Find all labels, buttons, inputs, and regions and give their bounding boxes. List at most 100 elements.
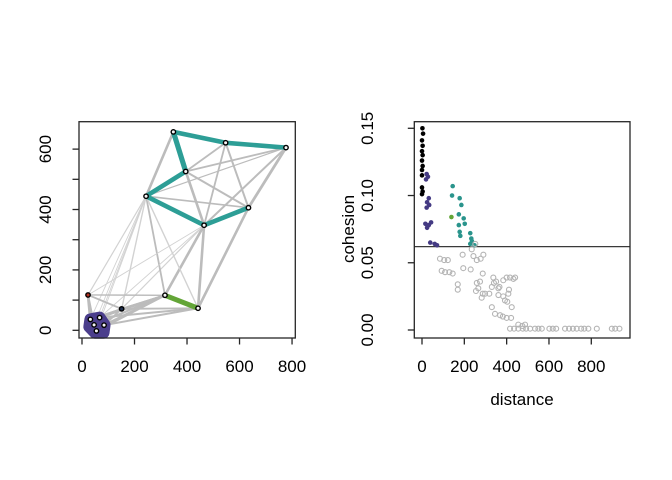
scatter-point-below-threshold bbox=[467, 266, 474, 273]
y-axis-tick-label: 0.10 bbox=[358, 179, 377, 212]
y-axis-tick-label: 0.05 bbox=[358, 246, 377, 279]
scatter-point-below-threshold bbox=[479, 290, 486, 297]
scatter-point-below-threshold bbox=[472, 287, 480, 295]
scatter-point-below-threshold bbox=[505, 286, 513, 293]
scatter-point-below-threshold bbox=[486, 290, 493, 297]
network-edge-gray bbox=[184, 146, 287, 173]
network-node bbox=[222, 139, 229, 146]
scatter-point-below-threshold bbox=[473, 279, 480, 286]
scatter-point-cluster-teal bbox=[467, 241, 473, 247]
scatter-point-below-threshold bbox=[531, 325, 539, 332]
network-node bbox=[87, 316, 94, 323]
scatter-point-below-threshold bbox=[523, 325, 530, 332]
network-edge-fan bbox=[120, 195, 147, 310]
scatter-point-cluster-purple bbox=[426, 195, 432, 201]
network-node bbox=[201, 222, 207, 229]
scatter-point-below-threshold bbox=[479, 270, 486, 277]
scatter-point-below-threshold bbox=[593, 325, 600, 332]
network-node bbox=[283, 144, 289, 151]
scatter-point-below-threshold bbox=[566, 325, 573, 332]
network-node bbox=[93, 328, 100, 334]
network-edge-gray bbox=[163, 223, 206, 297]
network-edge-gray bbox=[184, 170, 206, 227]
scatter-point-below-threshold bbox=[499, 313, 506, 320]
scatter-point-cluster-teal bbox=[450, 183, 455, 189]
network-edge-fan bbox=[145, 195, 199, 309]
scatter-point-below-threshold bbox=[472, 240, 479, 247]
network-node bbox=[245, 204, 252, 211]
scatter-point-below-threshold bbox=[496, 283, 503, 291]
network-edge-gray bbox=[247, 146, 288, 210]
scatter-point-below-threshold bbox=[612, 325, 619, 332]
x-axis-tick-label: 600 bbox=[535, 357, 563, 376]
scatter-point-below-threshold bbox=[512, 274, 519, 281]
scatter-point-below-threshold bbox=[515, 321, 522, 328]
x-axis-tick-label: 0 bbox=[77, 357, 86, 376]
scatter-point-below-threshold bbox=[573, 325, 580, 332]
plot-box bbox=[78, 121, 296, 339]
y-axis-tick-label: 200 bbox=[36, 256, 55, 284]
network-edge-fan bbox=[95, 195, 147, 332]
plot-box bbox=[413, 121, 631, 339]
x-axis-tick-label: 800 bbox=[577, 357, 605, 376]
network-edge-teal bbox=[143, 169, 189, 199]
scatter-point-below-threshold bbox=[491, 310, 499, 317]
network-node bbox=[91, 321, 97, 328]
network-edge-gray bbox=[98, 307, 200, 319]
scatter-point-below-threshold bbox=[581, 325, 588, 332]
scatter-point-cluster-teal bbox=[462, 221, 468, 227]
network-edge-gray bbox=[196, 206, 250, 310]
x-axis-tick-label: 800 bbox=[278, 357, 306, 376]
y-axis-tick-label: 0 bbox=[36, 326, 55, 335]
scatter-point-below-threshold bbox=[585, 325, 592, 332]
network-edge-fan bbox=[93, 195, 147, 326]
network-edge-fan bbox=[87, 195, 147, 296]
scatter-point-cluster-black bbox=[419, 167, 425, 173]
scatter-point-cluster-teal bbox=[467, 230, 473, 236]
scatter-point-cluster-black bbox=[420, 131, 426, 136]
scatter-point-below-threshold bbox=[553, 325, 560, 332]
scatter-point-below-threshold bbox=[480, 251, 487, 258]
scatter-point-below-threshold bbox=[446, 269, 453, 276]
scatter-point-below-threshold bbox=[535, 325, 542, 332]
network-node bbox=[182, 168, 189, 175]
network-edge-gray bbox=[87, 294, 123, 310]
scatter-point-below-threshold bbox=[546, 325, 553, 332]
y-axis-tick-label: 600 bbox=[36, 135, 55, 163]
x-axis-tick-label: 400 bbox=[173, 357, 201, 376]
scatter-point-below-threshold bbox=[569, 325, 576, 332]
network-edge-gray bbox=[145, 147, 287, 197]
x-axis-tick-label: 200 bbox=[450, 357, 478, 376]
network-edge-gray bbox=[184, 170, 250, 209]
network-node bbox=[195, 305, 201, 312]
scatter-point-below-threshold bbox=[444, 257, 451, 264]
scatter-point-below-threshold bbox=[441, 257, 448, 264]
scatter-point-cluster-black bbox=[420, 125, 425, 131]
scatter-point-below-threshold bbox=[549, 325, 556, 332]
network-node bbox=[101, 322, 107, 329]
scatter-point-below-threshold bbox=[506, 325, 514, 332]
scatter-point-cluster-black bbox=[419, 158, 425, 163]
scatter-point-below-threshold bbox=[459, 251, 466, 258]
scatter-point-cluster-black bbox=[420, 163, 425, 169]
scatter-point-below-threshold bbox=[503, 314, 510, 321]
network-edge-teal bbox=[143, 193, 207, 228]
scatter-point-cluster-teal bbox=[457, 195, 462, 201]
scatter-point-cluster-purple bbox=[427, 240, 433, 245]
scatter-point-below-threshold bbox=[442, 269, 449, 276]
network-edge-teal bbox=[201, 205, 251, 228]
network-edge-gray bbox=[103, 307, 200, 327]
y-axis-tick-label: 400 bbox=[36, 195, 55, 223]
network-edge-fan bbox=[99, 224, 205, 319]
scatter-point-cluster-purple bbox=[434, 242, 440, 248]
scatter-point-cluster-black bbox=[419, 173, 425, 178]
scatter-point-below-threshold bbox=[505, 290, 512, 297]
network-edge-fan bbox=[87, 224, 205, 296]
network-edge-gray bbox=[203, 141, 227, 227]
scatter-point-cluster-teal bbox=[456, 222, 462, 228]
x-axis-tick-label: 200 bbox=[120, 357, 148, 376]
scatter-point-below-threshold bbox=[515, 325, 522, 332]
scatter-point-cluster-teal bbox=[457, 229, 462, 235]
scatter-point-below-threshold bbox=[504, 298, 511, 305]
